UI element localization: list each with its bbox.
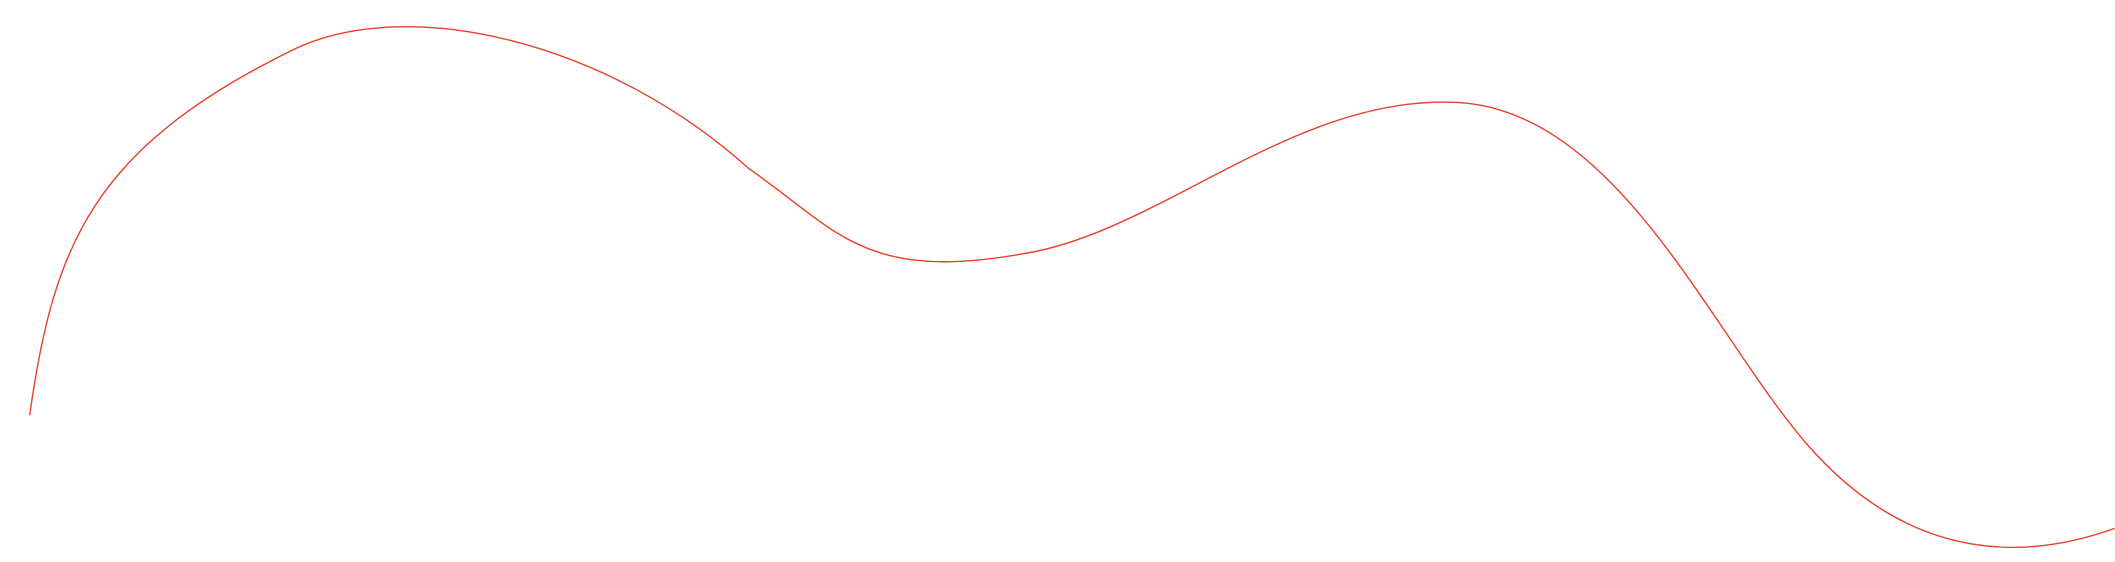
decorative-curve (30, 27, 2115, 548)
